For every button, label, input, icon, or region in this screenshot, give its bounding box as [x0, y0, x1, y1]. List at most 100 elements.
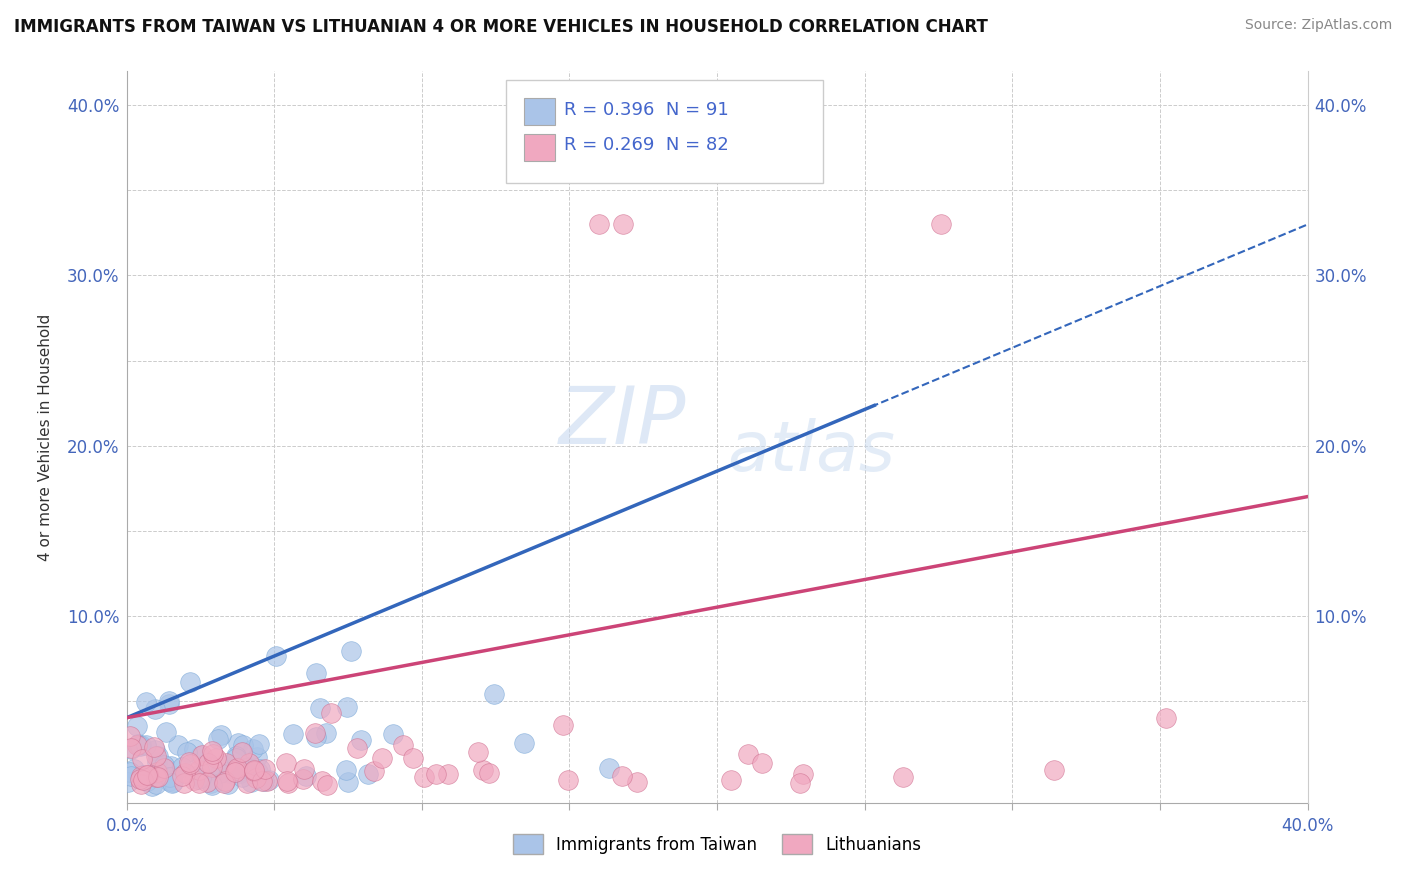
Point: [218, 764, 240, 779]
Point: [339, 644, 361, 658]
Point: [145, 770, 167, 784]
Point: [304, 726, 326, 740]
Point: [191, 747, 214, 762]
Point: [240, 775, 263, 789]
Point: [235, 761, 257, 775]
Point: [131, 772, 153, 786]
Point: [588, 218, 610, 232]
Point: [247, 737, 270, 751]
Point: [159, 759, 181, 773]
Point: [145, 749, 167, 764]
Point: [392, 739, 415, 753]
Point: [188, 748, 211, 763]
Point: [197, 756, 219, 770]
Text: ZIP: ZIP: [560, 384, 686, 461]
Point: [217, 758, 239, 772]
Point: [172, 769, 194, 783]
Point: [228, 764, 250, 779]
Point: [132, 768, 155, 782]
Point: [136, 769, 159, 783]
Point: [157, 774, 180, 789]
Point: [243, 764, 266, 778]
Point: [135, 694, 157, 708]
Point: [148, 749, 170, 764]
Point: [122, 762, 145, 776]
Point: [207, 732, 229, 747]
Point: [425, 767, 447, 781]
Point: [201, 778, 224, 792]
Point: [247, 765, 270, 780]
Point: [232, 738, 254, 752]
Point: [148, 766, 170, 780]
Point: [209, 728, 232, 742]
Point: [146, 765, 169, 780]
Point: [145, 777, 167, 791]
Point: [157, 694, 180, 708]
Point: [471, 763, 494, 777]
Point: [229, 760, 252, 774]
Point: [277, 776, 299, 790]
Point: [146, 755, 169, 769]
Point: [215, 756, 238, 770]
Point: [1154, 711, 1177, 725]
Point: [188, 764, 211, 778]
Point: [226, 736, 249, 750]
Point: [170, 760, 193, 774]
Text: Source: ZipAtlas.com: Source: ZipAtlas.com: [1244, 18, 1392, 32]
Point: [135, 774, 157, 789]
Point: [129, 777, 152, 791]
Point: [274, 756, 297, 770]
Point: [350, 732, 373, 747]
Point: [148, 767, 170, 781]
Point: [337, 775, 360, 789]
Point: [157, 698, 180, 712]
Point: [305, 665, 328, 680]
Text: R = 0.269  N = 82: R = 0.269 N = 82: [564, 136, 728, 154]
Point: [792, 766, 814, 780]
Point: [363, 764, 385, 778]
Point: [225, 749, 247, 764]
Point: [436, 767, 458, 781]
Point: [120, 769, 142, 783]
Point: [231, 745, 253, 759]
Point: [305, 730, 328, 744]
Point: [891, 770, 914, 784]
Point: [276, 774, 298, 789]
Point: [155, 724, 177, 739]
Point: [264, 649, 287, 664]
Text: R = 0.396  N = 91: R = 0.396 N = 91: [564, 101, 728, 119]
Point: [598, 761, 620, 775]
Text: IMMIGRANTS FROM TAIWAN VS LITHUANIAN 4 OR MORE VEHICLES IN HOUSEHOLD CORRELATION: IMMIGRANTS FROM TAIWAN VS LITHUANIAN 4 O…: [14, 18, 988, 36]
Text: atlas: atlas: [727, 418, 896, 485]
Point: [357, 767, 380, 781]
Point: [226, 761, 249, 775]
Point: [125, 738, 148, 752]
Point: [132, 773, 155, 788]
Point: [183, 742, 205, 756]
Point: [159, 770, 181, 784]
Point: [321, 706, 343, 720]
Point: [141, 779, 163, 793]
Point: [131, 752, 153, 766]
Point: [225, 763, 247, 777]
Point: [243, 766, 266, 780]
Point: [720, 772, 742, 787]
Point: [179, 756, 201, 771]
Point: [382, 727, 405, 741]
Point: [281, 727, 304, 741]
Point: [127, 737, 149, 751]
Point: [224, 765, 246, 780]
Point: [243, 763, 266, 777]
Point: [612, 218, 634, 232]
Point: [626, 775, 648, 789]
Point: [200, 759, 222, 773]
Point: [187, 775, 209, 789]
Point: [146, 770, 169, 784]
Point: [346, 740, 368, 755]
Point: [412, 770, 434, 784]
Point: [214, 774, 236, 789]
Point: [250, 773, 273, 788]
Point: [187, 772, 209, 786]
Point: [217, 776, 239, 790]
Point: [249, 762, 271, 776]
